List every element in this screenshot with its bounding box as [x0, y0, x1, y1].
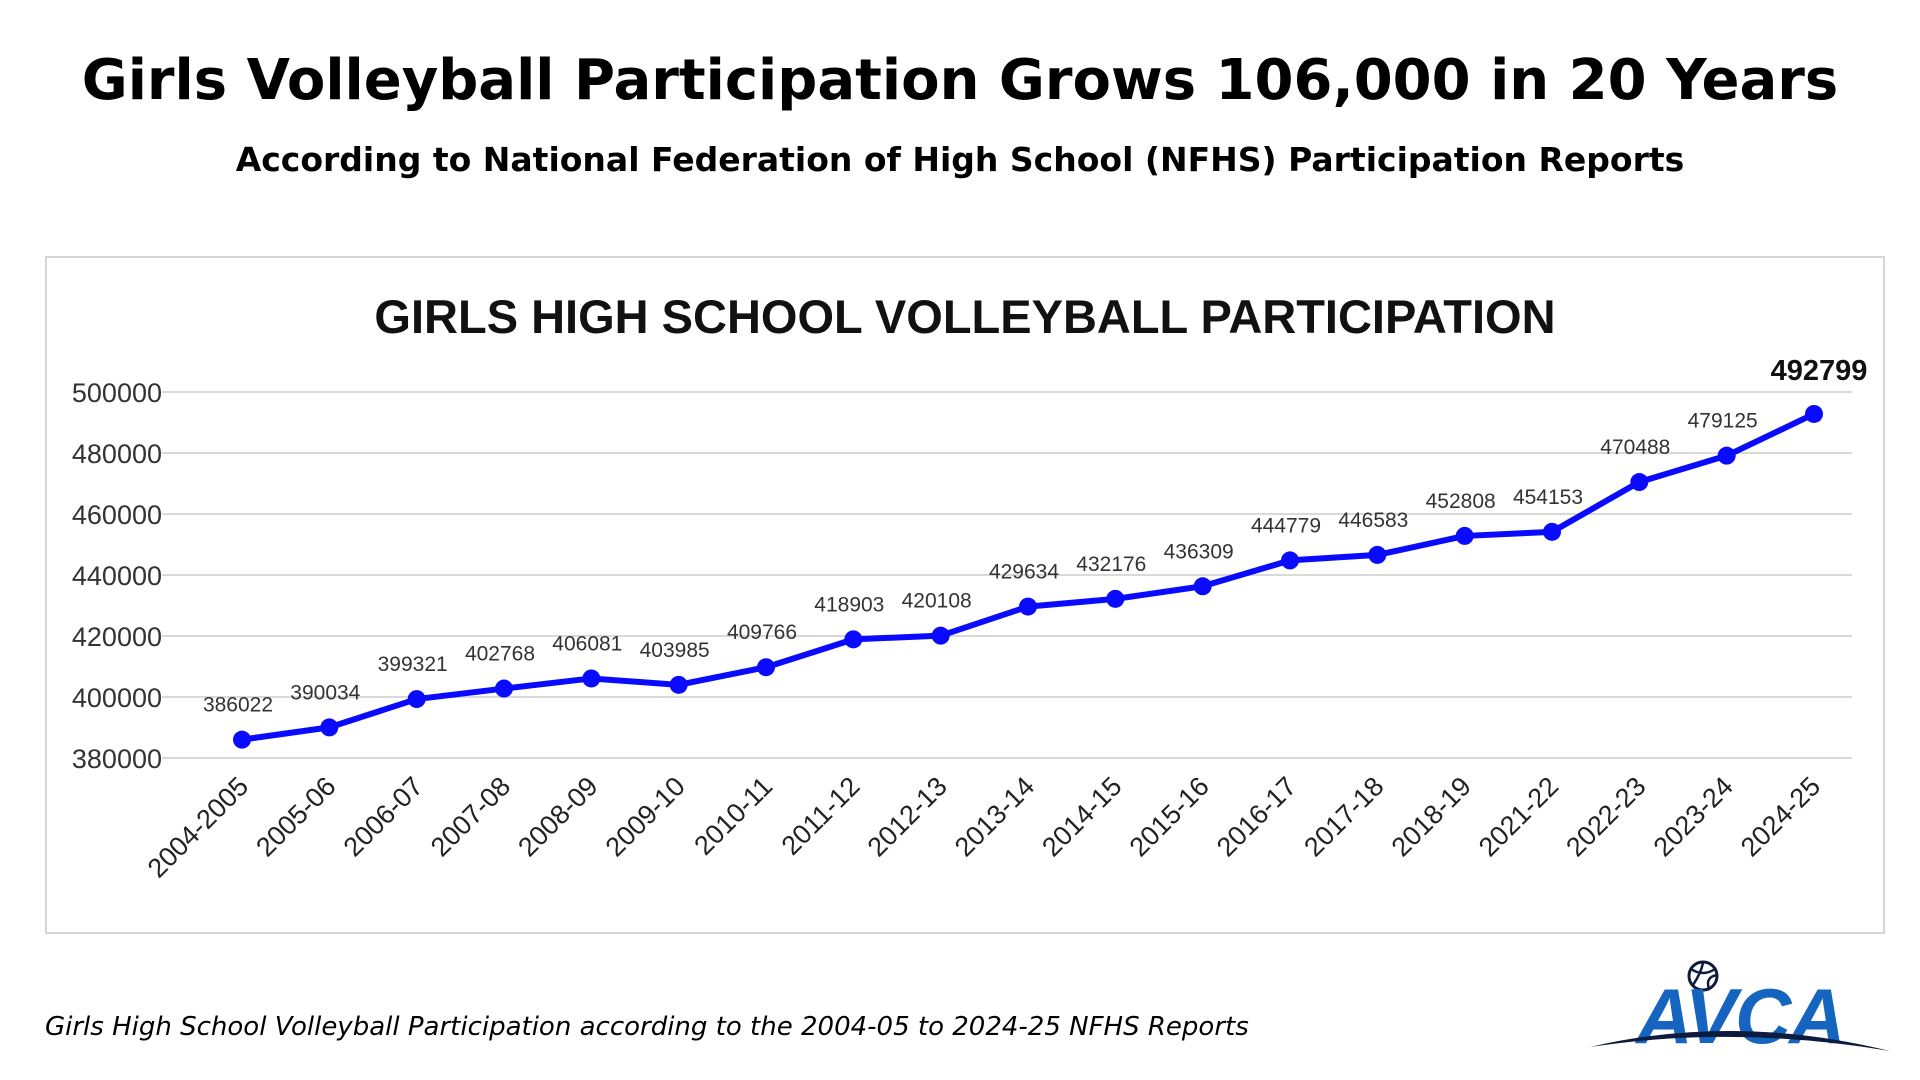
y-axis-ticks: 380000 400000 420000 440000 460000 480000 5000…	[72, 378, 162, 774]
x-tick-label: 2023-24	[1648, 771, 1739, 862]
data-labels: 386022 390034 399321 402768 406081 403985 4097…	[203, 355, 1867, 717]
x-tick-label: 2005-06	[250, 771, 341, 862]
x-tick-label: 2007-08	[425, 771, 516, 862]
y-tick-label: 500000	[72, 378, 162, 408]
x-tick-label: 2024-25	[1735, 771, 1826, 862]
data-point	[1543, 522, 1561, 541]
data-point	[1630, 473, 1649, 492]
data-label: 454153	[1513, 486, 1583, 509]
data-label: 429634	[989, 561, 1059, 584]
data-label: 402768	[465, 643, 535, 666]
data-label: 386022	[203, 694, 273, 717]
data-point	[1805, 404, 1823, 423]
x-tick-label: 2008-09	[512, 771, 603, 862]
data-label: 444779	[1251, 514, 1321, 537]
data-label: 452808	[1426, 490, 1496, 513]
data-point	[1717, 446, 1736, 465]
data-point	[320, 718, 339, 737]
data-point	[495, 679, 513, 698]
x-tick-label: 2015-16	[1124, 771, 1215, 862]
y-tick-label: 420000	[72, 622, 162, 652]
data-label: 406081	[552, 632, 622, 655]
data-label: 399321	[378, 653, 448, 676]
data-point	[407, 690, 426, 709]
chart-frame: GIRLS HIGH SCHOOL VOLLEYBALL PARTICIPATI…	[45, 256, 1885, 934]
x-tick-label: 2010-11	[688, 771, 778, 861]
subheadline: According to National Federation of High…	[235, 140, 1685, 179]
volleyball-icon	[1687, 960, 1719, 992]
avca-logo: AVCA	[1590, 960, 1890, 1060]
data-label: 420108	[902, 590, 972, 613]
x-tick-label: 2017-18	[1298, 771, 1389, 862]
data-label: 409766	[727, 621, 797, 644]
x-tick-label: 2021-22	[1473, 771, 1564, 862]
x-tick-label: 2004-2005	[142, 771, 255, 884]
data-label: 479125	[1688, 410, 1758, 433]
logo-swoosh	[1590, 1030, 1890, 1051]
x-tick-label: 2022-23	[1560, 771, 1651, 862]
data-point	[1455, 526, 1474, 545]
y-tick-label: 440000	[72, 561, 162, 591]
data-label: 446583	[1338, 509, 1408, 532]
x-tick-label: 2011-12	[776, 771, 866, 861]
data-point	[669, 675, 688, 694]
data-label: 390034	[290, 681, 360, 704]
x-tick-label: 2016-17	[1211, 771, 1302, 862]
x-tick-label: 2014-15	[1036, 771, 1127, 862]
data-label: 470488	[1600, 436, 1670, 459]
y-tick-label: 480000	[72, 439, 162, 469]
headline: Girls Volleyball Participation Grows 106…	[81, 48, 1839, 113]
data-label: 432176	[1076, 553, 1146, 576]
data-point	[757, 658, 775, 677]
data-point	[931, 626, 950, 645]
line-chart: GIRLS HIGH SCHOOL VOLLEYBALL PARTICIPATI…	[72, 290, 1868, 884]
logo-text: AVCA	[1634, 972, 1843, 1060]
x-tick-label: 2006-07	[338, 771, 429, 862]
data-point	[233, 730, 251, 749]
x-tick-label: 2009-10	[600, 771, 691, 862]
data-point	[844, 630, 863, 649]
data-point	[1019, 597, 1037, 616]
data-point	[1281, 551, 1299, 570]
x-tick-label: 2013-14	[949, 771, 1040, 862]
data-label: 436309	[1164, 540, 1234, 563]
data-point	[1106, 589, 1125, 608]
data-point	[582, 669, 601, 688]
data-label: 418903	[814, 593, 884, 616]
y-tick-label: 400000	[72, 683, 162, 713]
data-label: 403985	[640, 639, 710, 662]
caption: Girls High School Volleyball Participati…	[45, 1012, 1249, 1042]
x-axis-ticks: 2004-20052005-062006-072007-082008-09200…	[142, 771, 1827, 884]
data-points	[233, 404, 1823, 749]
y-tick-label: 380000	[72, 744, 162, 774]
data-label: 492799	[1771, 355, 1868, 387]
chart-title: GIRLS HIGH SCHOOL VOLLEYBALL PARTICIPATI…	[374, 290, 1555, 343]
data-point	[1193, 577, 1212, 596]
x-tick-label: 2012-13	[862, 771, 953, 862]
y-tick-label: 460000	[72, 500, 162, 530]
data-point	[1368, 545, 1387, 564]
x-tick-label: 2018-19	[1386, 771, 1477, 862]
